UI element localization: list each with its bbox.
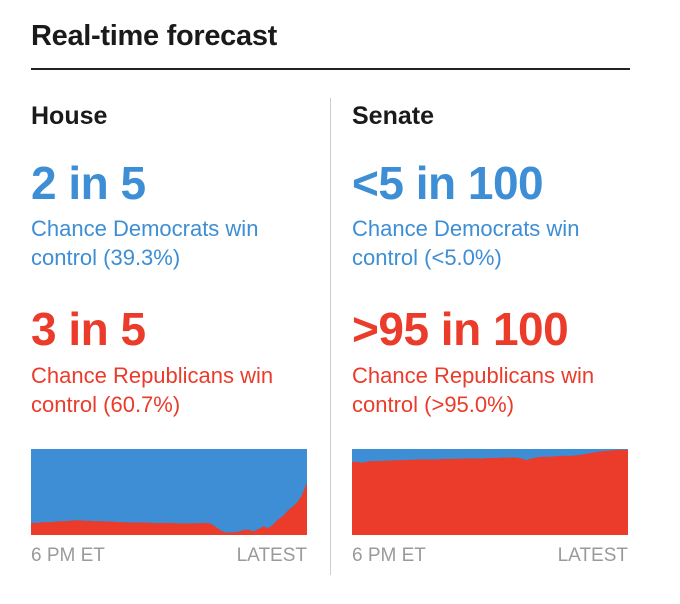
senate-rep-label: Chance Republicans win control (>95.0%) xyxy=(352,363,595,417)
republican-area xyxy=(31,482,307,535)
house-x-start-label: 6 PM ET xyxy=(31,545,105,566)
title-rule xyxy=(31,68,630,70)
house-forecast-chart[interactable] xyxy=(31,449,307,535)
house-rep-odds: 3 in 5 xyxy=(31,303,146,355)
column-divider xyxy=(330,98,331,575)
senate-heading: Senate xyxy=(352,102,434,130)
house-dem-odds: 2 in 5 xyxy=(31,157,146,209)
house-x-end-label: LATEST xyxy=(236,545,307,566)
house-heading: House xyxy=(31,102,108,130)
senate-x-end-label: LATEST xyxy=(557,545,628,566)
senate-dem-label: Chance Democrats win control (<5.0%) xyxy=(352,216,580,270)
republican-area xyxy=(352,449,628,535)
page-title: Real-time forecast xyxy=(31,20,278,52)
senate-forecast-chart[interactable] xyxy=(352,449,628,535)
house-rep-label: Chance Republicans win control (60.7%) xyxy=(31,363,274,417)
senate-rep-odds: >95 in 100 xyxy=(352,303,569,355)
senate-dem-odds: <5 in 100 xyxy=(352,157,544,209)
senate-x-start-label: 6 PM ET xyxy=(352,545,426,566)
house-dem-label: Chance Democrats win control (39.3%) xyxy=(31,216,259,270)
